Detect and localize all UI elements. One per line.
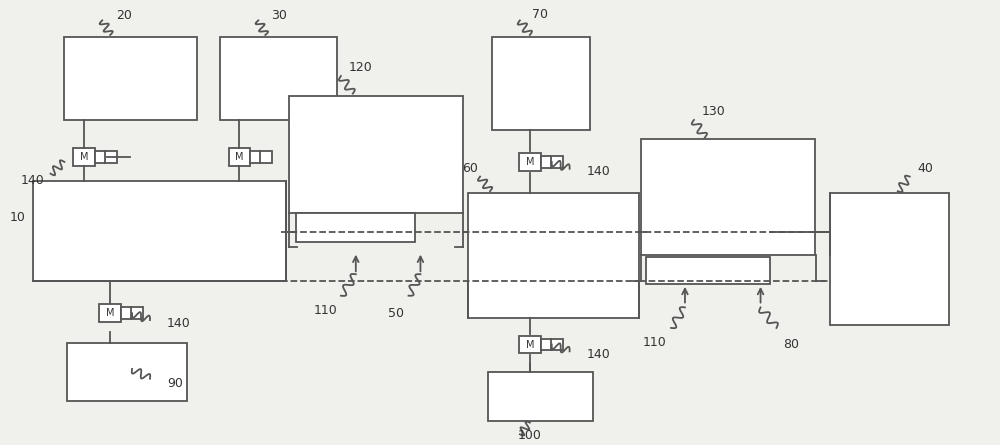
Text: M: M <box>526 157 534 167</box>
Text: 120: 120 <box>349 61 373 74</box>
Bar <box>641 139 815 255</box>
Text: 50: 50 <box>388 307 404 320</box>
Bar <box>468 193 639 318</box>
Bar <box>646 257 770 284</box>
Bar <box>289 96 463 213</box>
Text: 20: 20 <box>116 9 132 22</box>
Bar <box>67 343 187 401</box>
Text: 70: 70 <box>532 8 548 21</box>
Bar <box>296 213 415 242</box>
Text: 40: 40 <box>918 162 934 175</box>
Bar <box>95 151 117 163</box>
Bar <box>519 153 541 171</box>
Bar <box>220 37 337 120</box>
Bar <box>229 148 250 166</box>
Bar <box>121 307 143 319</box>
Text: 110: 110 <box>642 336 666 349</box>
Text: 30: 30 <box>271 9 287 22</box>
Text: 140: 140 <box>21 174 44 187</box>
Bar <box>33 182 286 281</box>
Bar <box>519 336 541 353</box>
Bar <box>64 37 197 120</box>
Bar <box>250 151 272 163</box>
Bar <box>73 148 95 166</box>
Text: 10: 10 <box>10 211 26 224</box>
Text: 140: 140 <box>587 165 610 178</box>
Bar <box>488 372 593 421</box>
Text: 110: 110 <box>314 304 338 317</box>
Text: 140: 140 <box>587 348 610 361</box>
Bar <box>541 339 563 350</box>
Text: 140: 140 <box>167 316 191 330</box>
Text: 60: 60 <box>462 162 478 175</box>
Bar <box>492 37 590 129</box>
Bar <box>99 304 121 322</box>
Text: 130: 130 <box>702 105 726 117</box>
Bar <box>830 193 949 325</box>
Text: M: M <box>106 308 114 318</box>
Text: 80: 80 <box>783 338 799 351</box>
Bar <box>541 156 563 168</box>
Text: M: M <box>80 152 89 162</box>
Text: 90: 90 <box>167 377 183 390</box>
Text: M: M <box>526 340 534 349</box>
Text: M: M <box>235 152 244 162</box>
Text: 100: 100 <box>518 429 542 442</box>
